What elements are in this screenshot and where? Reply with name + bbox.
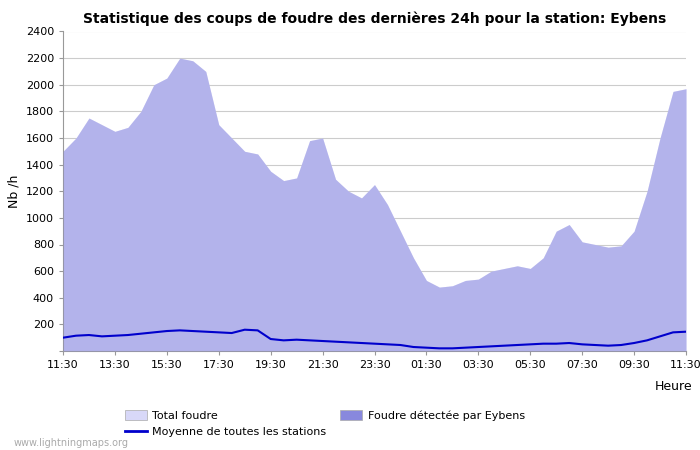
Text: Heure: Heure [654, 380, 692, 393]
Text: www.lightningmaps.org: www.lightningmaps.org [14, 438, 129, 448]
Legend: Total foudre, Moyenne de toutes les stations, Foudre détectée par Eybens: Total foudre, Moyenne de toutes les stat… [120, 406, 529, 441]
Y-axis label: Nb /h: Nb /h [7, 175, 20, 208]
Title: Statistique des coups de foudre des dernières 24h pour la station: Eybens: Statistique des coups de foudre des dern… [83, 12, 666, 26]
